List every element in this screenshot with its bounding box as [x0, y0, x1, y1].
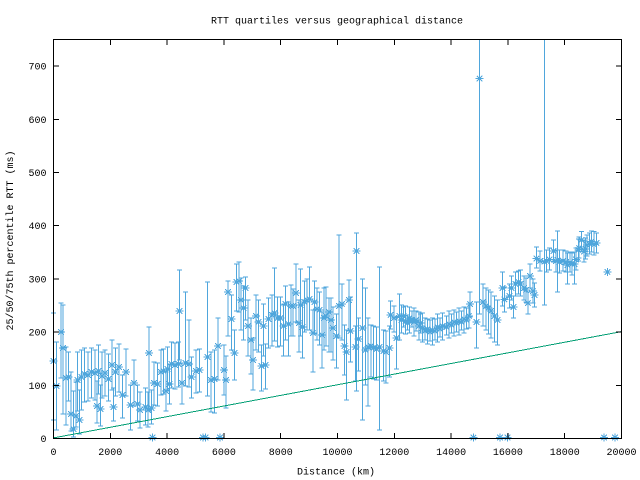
svg-text:300: 300: [28, 275, 46, 286]
svg-text:500: 500: [28, 169, 46, 180]
svg-text:0: 0: [50, 448, 56, 459]
svg-text:0: 0: [40, 435, 46, 446]
svg-text:8000: 8000: [269, 448, 293, 459]
svg-text:10000: 10000: [322, 448, 352, 459]
svg-text:12000: 12000: [379, 448, 409, 459]
svg-text:100: 100: [28, 382, 46, 393]
svg-text:700: 700: [28, 63, 46, 74]
svg-text:400: 400: [28, 222, 46, 233]
svg-text:14000: 14000: [436, 448, 466, 459]
svg-text:600: 600: [28, 116, 46, 127]
svg-text:25/50/75th percentile RTT (ms): 25/50/75th percentile RTT (ms): [5, 150, 17, 330]
svg-text:6000: 6000: [212, 448, 236, 459]
svg-text:20000: 20000: [606, 448, 636, 459]
svg-text:Distance (km): Distance (km): [297, 467, 375, 479]
svg-text:200: 200: [28, 329, 46, 340]
svg-text:16000: 16000: [493, 448, 523, 459]
svg-text:18000: 18000: [550, 448, 580, 459]
svg-text:2000: 2000: [98, 448, 122, 459]
svg-text:4000: 4000: [155, 448, 179, 459]
svg-text:RTT quartiles versus geographi: RTT quartiles versus geographical distan…: [211, 16, 463, 28]
